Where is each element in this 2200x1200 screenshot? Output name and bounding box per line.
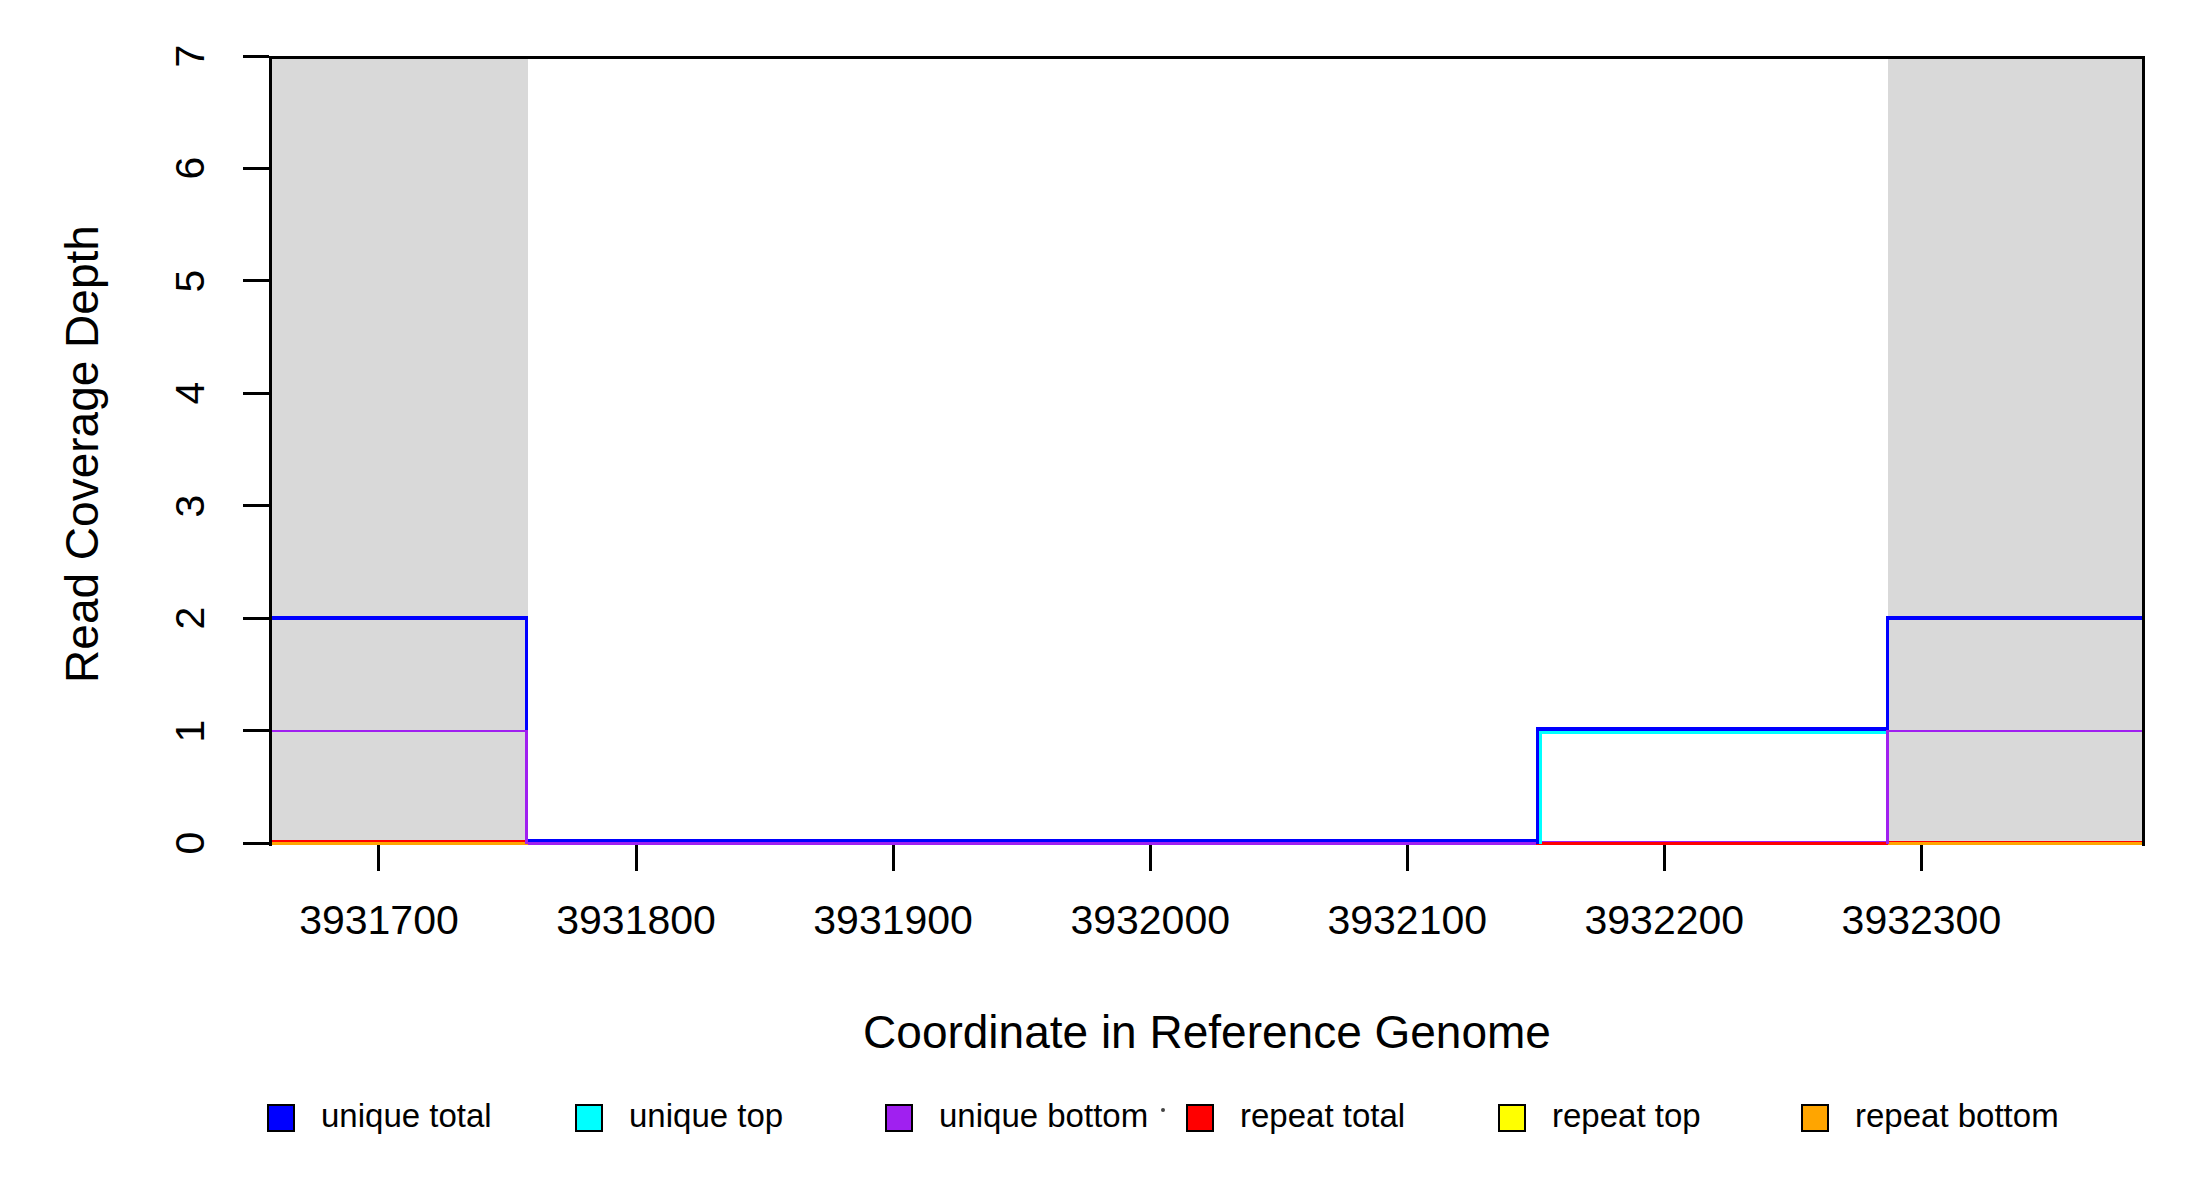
legend-stray-dot xyxy=(1161,1108,1165,1112)
legend-swatch-unique-top xyxy=(575,1104,603,1132)
series-segment xyxy=(528,842,1536,845)
legend-label: repeat total xyxy=(1240,1096,1405,1136)
y-axis-title: Read Coverage Depth xyxy=(55,154,109,754)
legend-label: repeat top xyxy=(1552,1096,1701,1136)
legend-swatch-repeat-total xyxy=(1186,1104,1214,1132)
repeat-region-shade xyxy=(1888,59,2143,844)
series-segment xyxy=(271,730,528,733)
series-segment xyxy=(1888,730,2143,733)
y-tick-label: 7 xyxy=(168,0,212,126)
legend-swatch-unique-bottom xyxy=(885,1104,913,1132)
series-segment xyxy=(1886,616,1889,732)
x-axis-title: Coordinate in Reference Genome xyxy=(707,1005,1707,1059)
y-axis-line xyxy=(269,56,272,846)
y-tick xyxy=(243,392,269,395)
series-segment xyxy=(271,842,528,845)
series-segment xyxy=(1536,842,1888,845)
x-tick-label: 3932300 xyxy=(1771,898,2071,942)
coverage-plot-figure: 0123456739317003931800393190039320003932… xyxy=(0,0,2200,1200)
y-tick xyxy=(243,55,269,58)
x-tick xyxy=(1406,845,1409,871)
y-tick xyxy=(243,617,269,620)
y-tick xyxy=(243,729,269,732)
series-segment xyxy=(1888,616,2143,620)
y-tick xyxy=(243,279,269,282)
x-tick-label: 3931700 xyxy=(229,898,529,942)
x-tick-label: 3932100 xyxy=(1257,898,1557,942)
legend-label: unique bottom xyxy=(939,1096,1148,1136)
x-tick xyxy=(377,845,380,871)
x-tick-label: 3931800 xyxy=(486,898,786,942)
series-segment xyxy=(525,730,528,845)
x-tick-label: 3932200 xyxy=(1514,898,1814,942)
repeat-region-shade xyxy=(271,59,528,844)
legend-swatch-repeat-bottom xyxy=(1801,1104,1829,1132)
series-segment xyxy=(1888,842,2143,845)
x-tick xyxy=(1663,845,1666,871)
legend-label: unique total xyxy=(321,1096,492,1136)
plot-border-right xyxy=(2142,56,2145,846)
legend-label: repeat bottom xyxy=(1855,1096,2059,1136)
y-tick xyxy=(243,167,269,170)
series-segment xyxy=(1886,730,1889,845)
series-segment xyxy=(1539,731,1542,844)
x-tick xyxy=(635,845,638,871)
x-tick-label: 3932000 xyxy=(1000,898,1300,942)
y-tick xyxy=(243,842,269,845)
legend-label: unique top xyxy=(629,1096,783,1136)
legend-swatch-repeat-top xyxy=(1498,1104,1526,1132)
legend-swatch-unique-total xyxy=(267,1104,295,1132)
plot-border-top xyxy=(269,56,2146,59)
x-tick xyxy=(892,845,895,871)
x-tick xyxy=(1149,845,1152,871)
x-tick xyxy=(1920,845,1923,871)
series-segment xyxy=(271,616,528,620)
y-tick xyxy=(243,504,269,507)
series-segment xyxy=(1536,731,1888,734)
x-tick-label: 3931900 xyxy=(743,898,1043,942)
